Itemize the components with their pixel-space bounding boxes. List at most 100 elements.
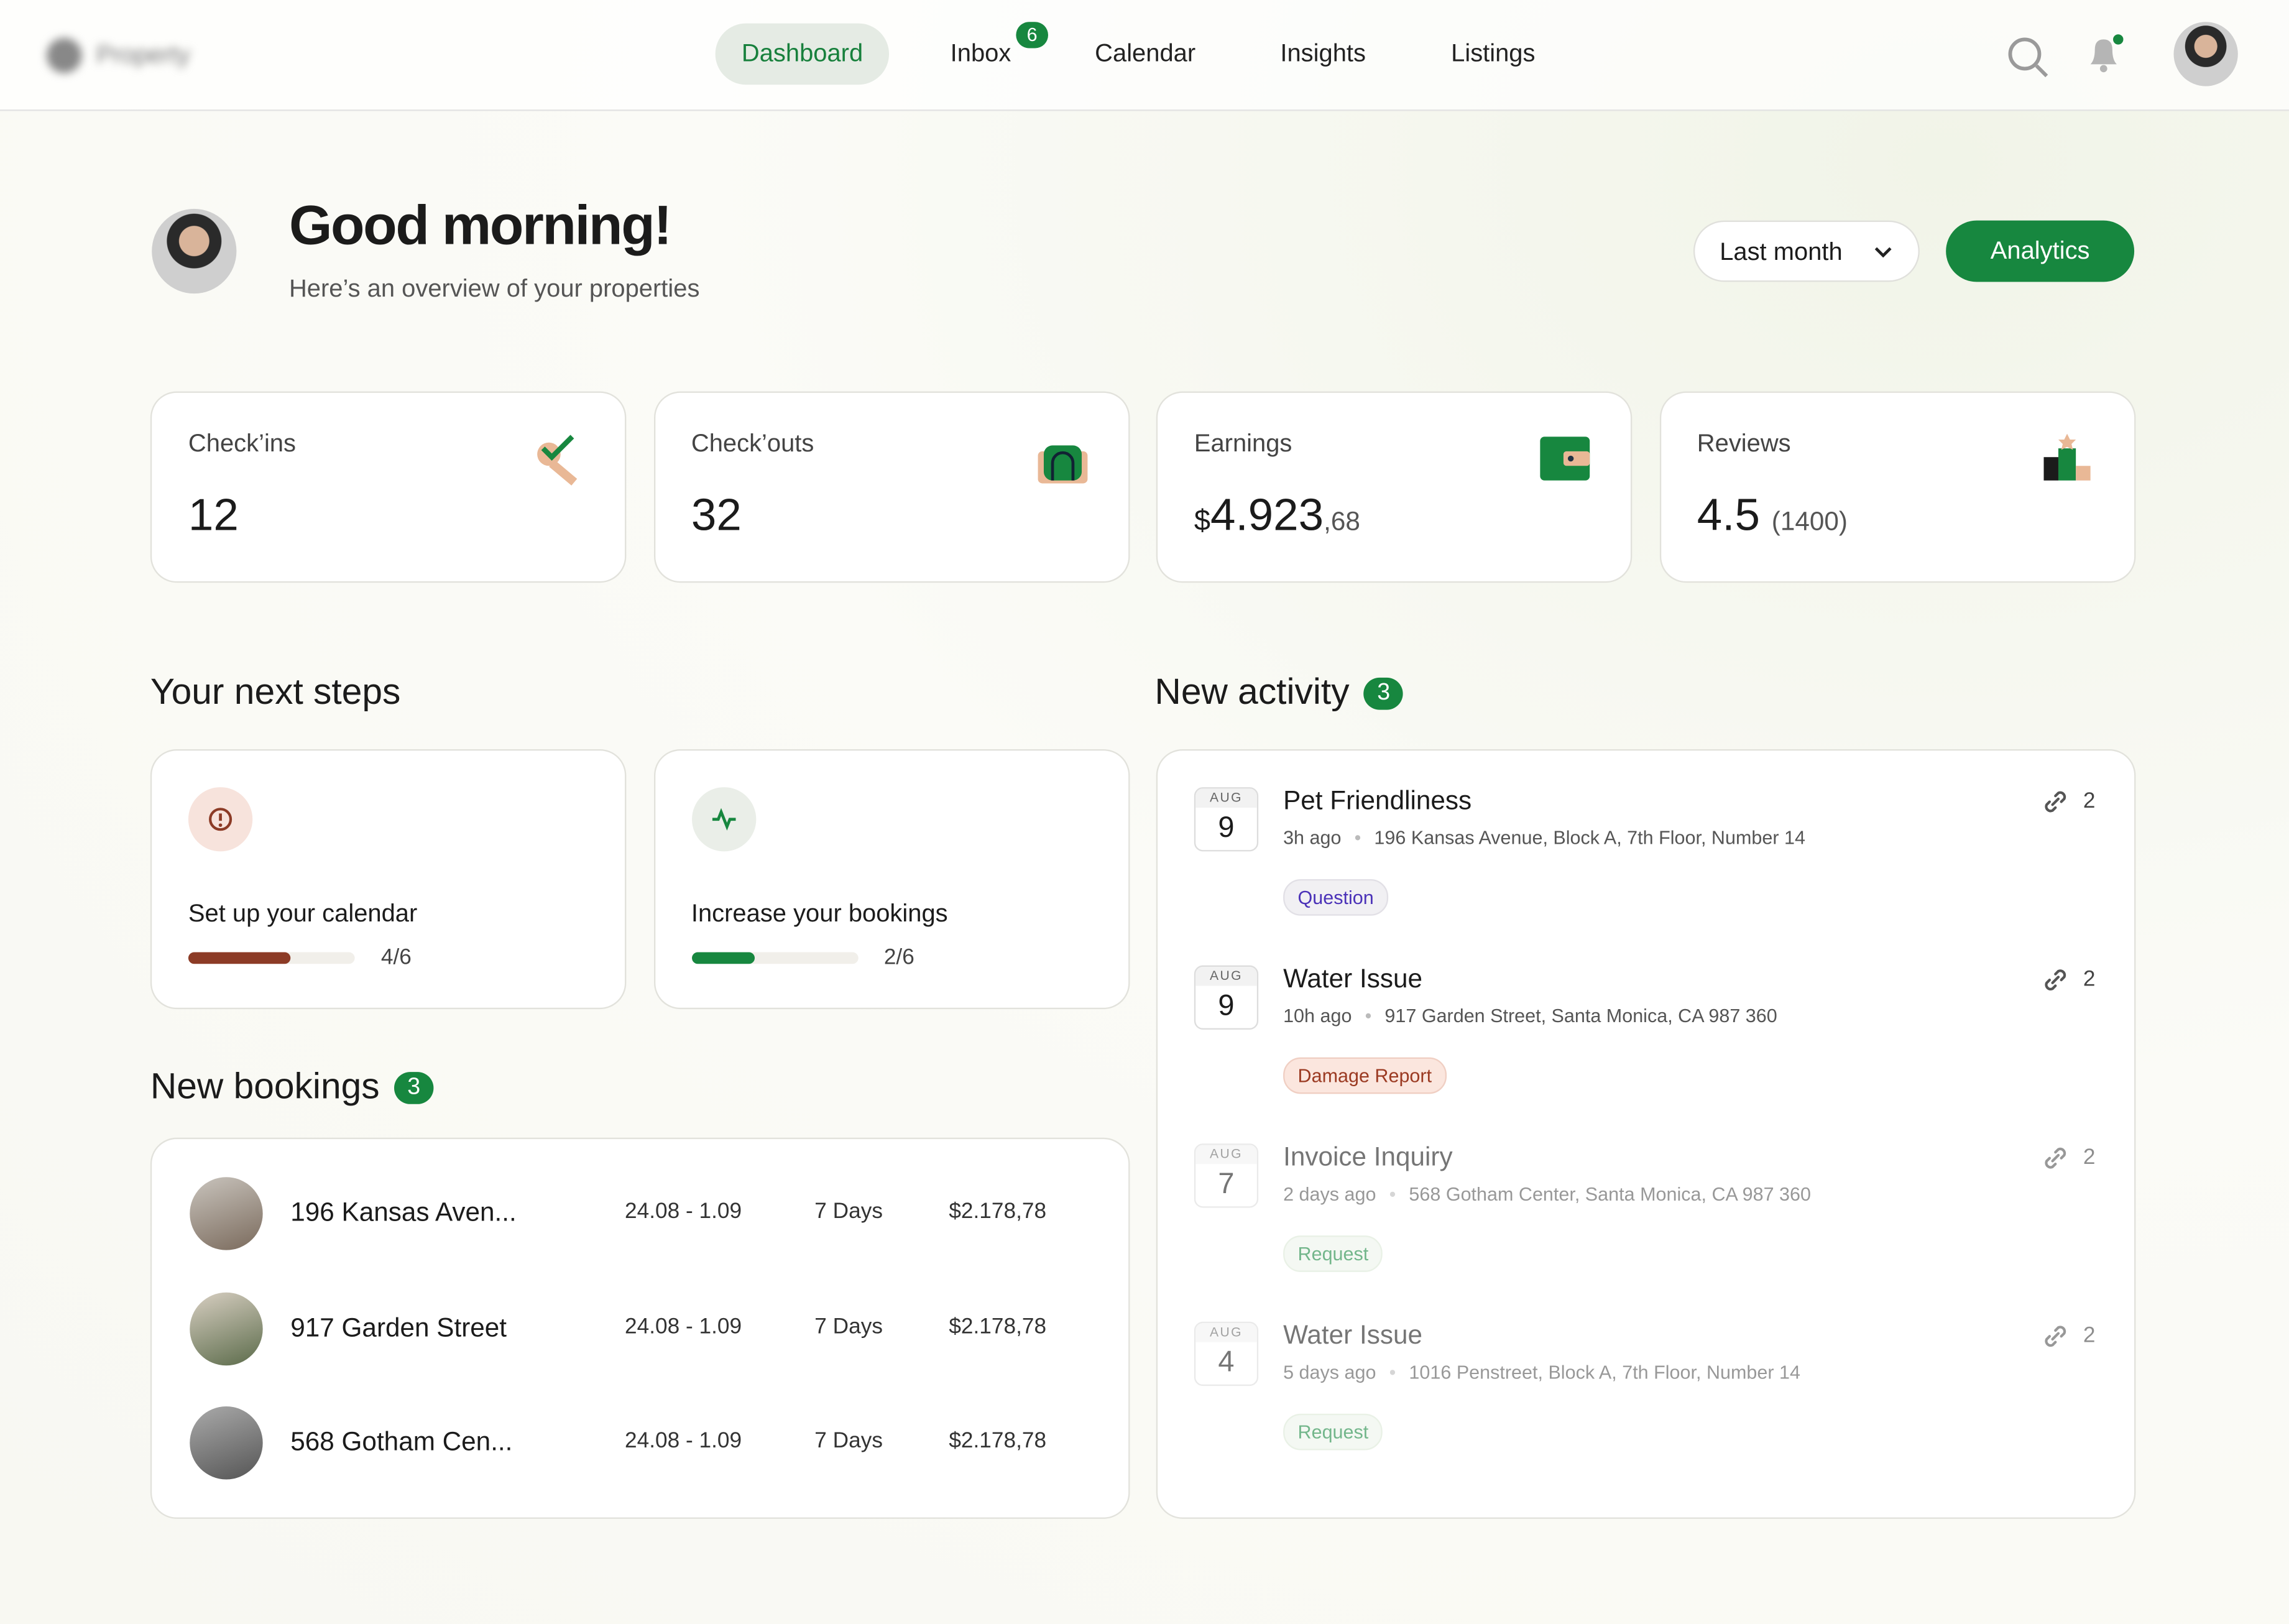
nav-item[interactable]: Dashboard [715,23,890,85]
activity-address: 568 Gotham Center, Santa Monica, CA 987 … [1409,1183,1811,1205]
section-title: New activity [1154,671,1350,713]
separator: • [1354,826,1361,849]
separator: • [1389,1361,1396,1383]
user-avatar[interactable] [2173,22,2238,86]
booking-row[interactable]: 568 Gotham Cen... 24.08 - 1.09 7 Days $2.17… [152,1406,1127,1480]
step-card[interactable]: Set up your calendar 4/6 [150,749,627,1010]
analytics-button[interactable]: Analytics [1946,220,2135,282]
stat-label: Check’outs [691,429,814,458]
activity-time: 2 days ago [1283,1183,1376,1205]
activity-meta: 10h ago • 917 Garden Street, Santa Monica,… [1283,1005,1777,1027]
stat-icon [1540,436,1590,481]
step-label: Increase your bookings [691,899,948,928]
link-icon [2045,1147,2066,1169]
activity-tag: Damage Report [1283,1057,1447,1094]
subtitle: Here’s an overview of your properties [288,274,700,303]
property-name: 568 Gotham Cen... [290,1426,513,1456]
booking-duration: 7 Days [814,1199,883,1224]
stat-icon [537,435,578,486]
booking-price: $2.178,78 [949,1428,1047,1454]
activity-tag: Request [1283,1235,1383,1272]
booking-dates: 24.08 - 1.09 [625,1199,742,1224]
stat-label: Earnings [1194,429,1292,458]
activity-address: 917 Garden Street, Santa Monica, CA 987 … [1384,1005,1777,1027]
stat-label: Reviews [1697,429,1791,458]
step-label: Set up your calendar [188,899,418,928]
activity-title: Invoice Inquiry [1283,1142,1453,1171]
greeting: Good morning! [288,195,672,257]
stat-value-row: 4.5 (1400) [1697,489,1848,542]
stat-card[interactable]: Earnings $4.923,68 [1156,391,1633,583]
stat-card[interactable]: Reviews 4.5 (1400) [1659,391,2135,583]
progress-track [691,952,858,964]
step-icon [209,808,233,831]
booking-duration: 7 Days [814,1313,883,1339]
activity-title: Water Issue [1283,1320,1423,1350]
progress-track [188,952,355,964]
activity-title: Pet Friendliness [1283,785,1472,815]
activity-header: New activity 3 [1154,671,1404,714]
stat-card[interactable]: Check’outs 32 [653,391,1130,583]
activity-tag: Question [1283,879,1389,916]
date-month: AUG [1195,1323,1257,1342]
link-count: 2 [2083,1145,2096,1170]
activity-meta: 3h ago • 196 Kansas Avenue, Block A, 7th F… [1283,826,1805,848]
activity-title: Water Issue [1283,964,1423,994]
stat-cents: ,68 [1324,507,1360,537]
activity-time: 10h ago [1283,1005,1352,1027]
nav-item[interactable]: Inbox [950,39,1011,68]
count-badge: 3 [394,1071,434,1104]
stat-icon [1037,445,1087,484]
activity-item[interactable]: AUG 7 Invoice Inquiry 2 days ago • 568 Gotham… [1158,1142,2133,1288]
separator: • [1365,1005,1372,1027]
link-count: 2 [2083,966,2096,992]
activity-item[interactable]: AUG 9 Pet Friendliness 3h ago • 196 Kansas Av… [1158,786,2133,932]
nav-item[interactable]: Calendar [1095,39,1196,68]
stat-label: Check’ins [188,429,296,458]
search-icon[interactable] [2006,35,2049,78]
activity-item[interactable]: AUG 4 Water Issue 5 days ago • 1016 Penstreet… [1158,1320,2133,1466]
step-card[interactable]: Increase your bookings 2/6 [653,749,1130,1010]
activity-meta: 5 days ago • 1016 Penstreet, Block A, 7th … [1283,1361,1800,1383]
period-select[interactable]: Last month [1693,220,1920,282]
property-thumbnail [190,1406,263,1480]
property-name: 917 Garden Street [290,1312,507,1342]
bookings-header: New bookings 3 [150,1066,434,1109]
date-month: AUG [1195,788,1257,808]
section-title: Your next steps [150,671,401,713]
activity-meta: 2 days ago • 568 Gotham Center, Santa Moni… [1283,1183,1811,1205]
date-month: AUG [1195,1145,1257,1165]
stat-value: 4.5 [1697,489,1761,541]
date-day: 9 [1218,811,1235,844]
booking-row[interactable]: 917 Garden Street 24.08 - 1.09 7 Days $2.17… [152,1291,1127,1365]
booking-row[interactable]: 196 Kansas Aven... 24.08 - 1.09 7 Days $2.1… [152,1177,1127,1250]
nav-item[interactable]: Insights [1280,39,1366,68]
stat-value-row: $4.923,68 [1194,489,1360,542]
period-label: Last month [1720,238,1843,266]
stat-card[interactable]: Check’ins 12 [150,391,627,583]
nav-item[interactable]: Listings [1451,39,1536,68]
booking-dates: 24.08 - 1.09 [625,1313,742,1339]
stat-value-row: 32 [691,489,742,542]
date-day: 7 [1218,1168,1235,1201]
logo[interactable]: Property [32,24,222,88]
inbox-badge: 6 [1016,22,1049,48]
step-icon [711,808,735,831]
link-count: 2 [2083,1323,2096,1349]
progress-label: 2/6 [883,944,914,970]
count-badge: 3 [1364,676,1404,709]
activity-time: 5 days ago [1283,1361,1376,1383]
step-icon-bg [188,787,253,852]
activity-time: 3h ago [1283,826,1342,849]
step-icon-bg [691,787,756,852]
chevron [1874,247,1892,258]
activity-address: 196 Kansas Avenue, Block A, 7th Floor, N… [1374,826,1805,849]
link-icon [2045,969,2066,990]
date-badge: AUG 7 [1194,1143,1259,1208]
activity-item[interactable]: AUG 9 Water Issue 10h ago • 917 Garden Street… [1158,964,2133,1110]
stat-value: 4.923 [1210,489,1324,541]
stat-value: 32 [691,489,742,541]
property-thumbnail [190,1291,263,1365]
notification-icon[interactable] [2082,32,2126,76]
separator: • [1389,1183,1396,1205]
